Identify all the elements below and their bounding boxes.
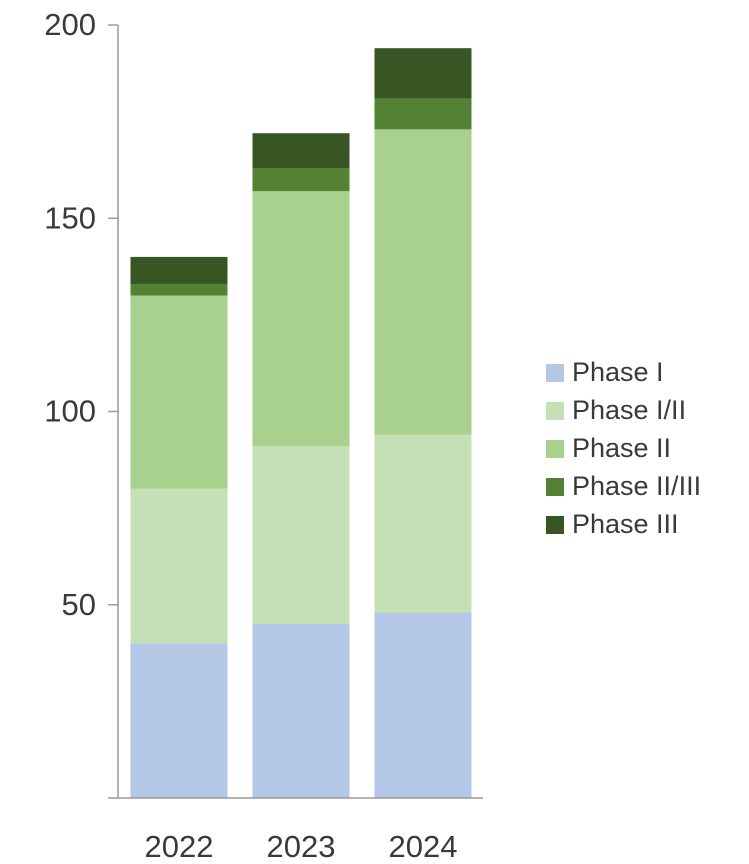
x-tick-labels: 2022 2023 2024 <box>145 829 458 864</box>
bar-segment-2022-phase-i-ii <box>130 488 228 644</box>
y-tick-label: 50 <box>62 587 96 622</box>
bar-segment-2023-phase-ii <box>252 191 350 447</box>
x-tick-label: 2022 <box>145 829 214 864</box>
legend-item: Phase III <box>546 509 679 539</box>
bar-segment-2023-phase-ii-iii <box>252 168 350 192</box>
bar-segment-2024-phase-ii <box>374 129 472 435</box>
bar-segment-2022-phase-iii <box>130 256 228 284</box>
bar-segment-2022-phase-ii <box>130 295 228 489</box>
x-tick-label: 2023 <box>267 829 336 864</box>
legend-item: Phase I <box>546 357 664 387</box>
y-tick-labels: 50 100 150 200 <box>44 7 118 622</box>
legend-item: Phase II <box>546 433 671 463</box>
legend-label: Phase III <box>572 509 679 539</box>
legend-item: Phase I/II <box>546 395 686 425</box>
y-tick-label: 150 <box>44 200 96 235</box>
bar-segment-2024-phase-iii <box>374 48 472 99</box>
legend-item: Phase II/III <box>546 471 701 501</box>
legend: Phase I Phase I/II Phase II Phase II/III Pha… <box>546 357 701 539</box>
y-tick-label: 200 <box>44 7 96 42</box>
legend-swatch <box>546 402 564 420</box>
legend-swatch <box>546 478 564 496</box>
legend-label: Phase I <box>572 357 664 387</box>
y-tick-label: 100 <box>44 394 96 429</box>
bar-segment-2022-phase-i <box>130 643 228 798</box>
bar-segment-2023-phase-i <box>252 624 350 798</box>
bar-segment-2023-phase-iii <box>252 133 350 169</box>
bars-layer <box>130 48 472 798</box>
x-tick-label: 2024 <box>389 829 458 864</box>
legend-label: Phase II <box>572 433 671 463</box>
bar-segment-2024-phase-ii-iii <box>374 98 472 130</box>
legend-label: Phase II/III <box>572 471 701 501</box>
legend-swatch <box>546 516 564 534</box>
bar-segment-2022-phase-ii-iii <box>130 283 228 296</box>
legend-label: Phase I/II <box>572 395 686 425</box>
bar-segment-2024-phase-i <box>374 612 472 798</box>
legend-swatch <box>546 364 564 382</box>
legend-swatch <box>546 440 564 458</box>
bar-segment-2024-phase-i-ii <box>374 434 472 613</box>
bar-segment-2023-phase-i-ii <box>252 446 350 625</box>
